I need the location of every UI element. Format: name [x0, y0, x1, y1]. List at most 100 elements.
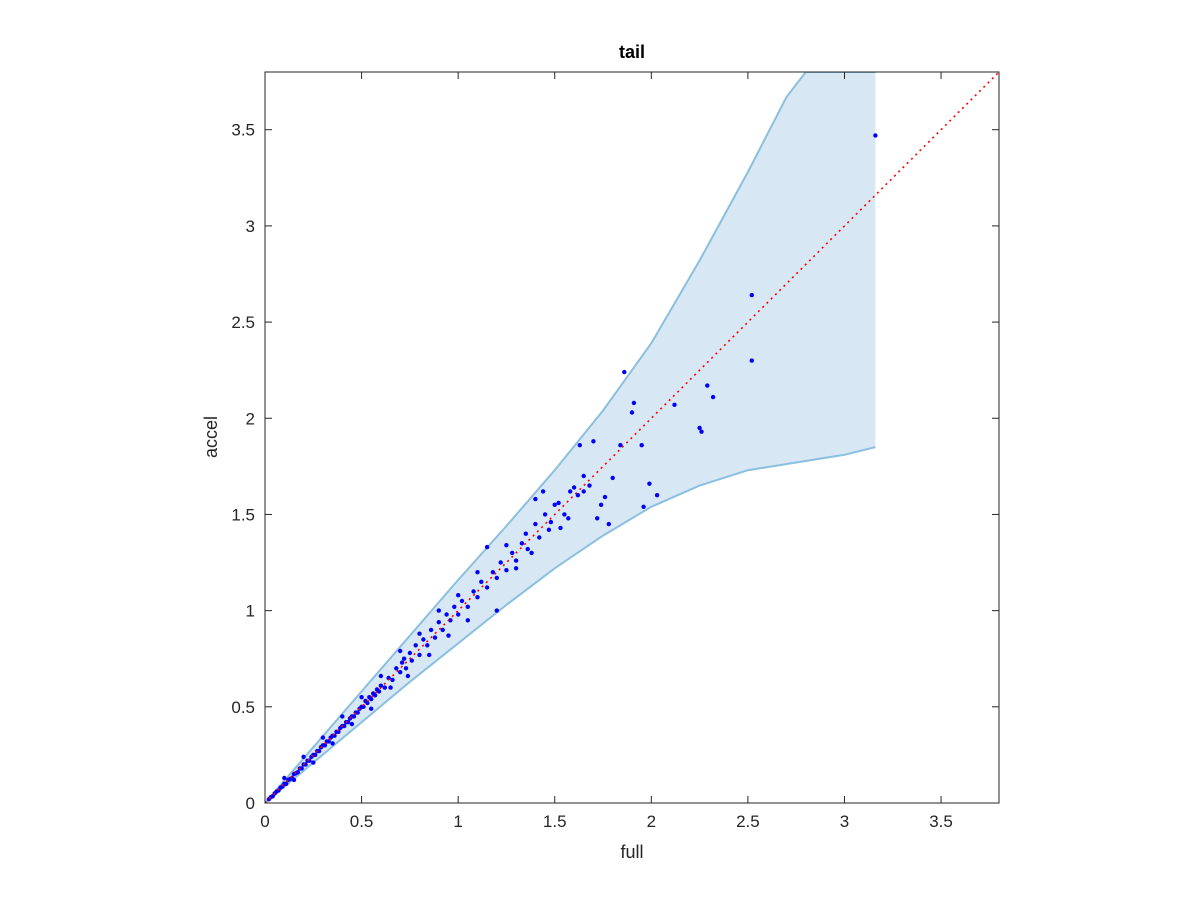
- y-tick-label: 3.5: [231, 121, 255, 140]
- scatter-point: [523, 531, 528, 536]
- scatter-point: [355, 710, 360, 715]
- x-axis-label: full: [620, 842, 643, 862]
- scatter-point: [365, 700, 370, 706]
- scatter-point: [448, 618, 453, 623]
- scatter-point: [533, 496, 538, 502]
- y-tick-label: 1: [246, 602, 255, 621]
- scatter-point: [436, 608, 441, 613]
- scatter-point: [282, 775, 287, 781]
- scatter-point: [568, 489, 573, 494]
- scatter-point: [639, 443, 644, 448]
- scatter-point: [577, 443, 582, 448]
- scatter-point: [571, 485, 577, 490]
- scatter-point: [421, 637, 426, 642]
- scatter-point: [456, 612, 461, 617]
- scatter-point: [566, 516, 571, 521]
- scatter-point: [342, 723, 347, 729]
- scatter-point: [581, 473, 586, 479]
- scatter-point: [326, 739, 331, 744]
- scatter-point: [399, 660, 405, 665]
- scatter-point: [394, 666, 399, 671]
- scatter-point: [382, 685, 387, 690]
- scatter-point: [591, 439, 596, 444]
- plot-content: [265, 72, 999, 803]
- scatter-point: [529, 550, 534, 556]
- scatter-point: [417, 631, 422, 636]
- y-tick-label: 2: [246, 409, 255, 428]
- scatter-point: [369, 706, 374, 711]
- scatter-point: [369, 696, 374, 702]
- scatter-point: [606, 521, 611, 527]
- scatter-point: [398, 670, 403, 675]
- scatter-point: [595, 516, 600, 521]
- plot-area: [265, 72, 999, 803]
- y-tick-label: 0.5: [231, 698, 255, 717]
- scatter-point: [405, 673, 411, 679]
- scatter-point: [581, 489, 586, 494]
- y-axis-label: accel: [201, 416, 221, 458]
- chart-title: tail: [619, 42, 645, 62]
- scatter-point: [376, 689, 382, 694]
- scatter-point: [440, 627, 445, 633]
- scatter-point: [618, 443, 623, 448]
- scatter-point: [388, 685, 393, 690]
- scatter-point: [546, 527, 552, 532]
- reference-line: [265, 72, 999, 803]
- scatter-point: [610, 475, 615, 481]
- scatter-point: [322, 743, 328, 748]
- scatter-point: [428, 627, 434, 633]
- scatter-point: [490, 570, 496, 575]
- x-tick-label: 3.5: [929, 812, 953, 831]
- scatter-point: [444, 612, 449, 617]
- scatter-point: [552, 502, 557, 507]
- scatter-point: [291, 777, 297, 783]
- scatter-point: [562, 512, 567, 517]
- scatter-point: [749, 292, 754, 298]
- scatter-point: [349, 721, 355, 727]
- scatter-point: [401, 656, 407, 661]
- scatter-point: [705, 383, 710, 388]
- scatter-point: [413, 643, 418, 648]
- scatter-point: [284, 781, 289, 786]
- scatter-point: [359, 695, 364, 700]
- scatter-point: [548, 519, 554, 525]
- scatter-point: [519, 541, 525, 546]
- scatter-point: [313, 752, 318, 758]
- scatter-point: [479, 579, 484, 584]
- scatter-point: [631, 400, 637, 406]
- y-tick-label: 0: [246, 794, 255, 813]
- x-tick-label: 3: [840, 812, 849, 831]
- scatter-point: [403, 666, 409, 671]
- scatter-point: [494, 575, 499, 581]
- scatter-point: [504, 568, 509, 573]
- y-tick-label: 2.5: [231, 313, 255, 332]
- scatter-point: [436, 620, 441, 625]
- x-tick-label: 2: [647, 812, 656, 831]
- scatter-point: [494, 608, 499, 613]
- scatter-point: [498, 560, 503, 565]
- scatter-point: [598, 502, 604, 507]
- scatter-point: [316, 748, 322, 754]
- scatter-point: [471, 589, 476, 594]
- y-tick-label: 3: [246, 217, 255, 236]
- x-tick-label: 0: [260, 812, 269, 831]
- scatter-point: [378, 683, 384, 688]
- scatter-point: [407, 650, 413, 656]
- scatter-point: [446, 633, 451, 638]
- scatter-point: [295, 770, 300, 775]
- band-fill: [265, 72, 876, 803]
- scatter-point: [699, 429, 704, 434]
- scatter-point: [465, 604, 470, 609]
- scatter-point: [351, 714, 357, 719]
- scatter-point: [525, 546, 530, 552]
- x-tick-label: 1.5: [543, 812, 567, 831]
- scatter-point: [311, 760, 316, 765]
- scatter-point: [558, 525, 563, 531]
- scatter-point: [425, 643, 430, 648]
- scatter-point: [475, 595, 480, 600]
- scatter-point: [465, 618, 470, 623]
- scatter-point: [542, 512, 548, 517]
- scatter-point: [654, 493, 660, 498]
